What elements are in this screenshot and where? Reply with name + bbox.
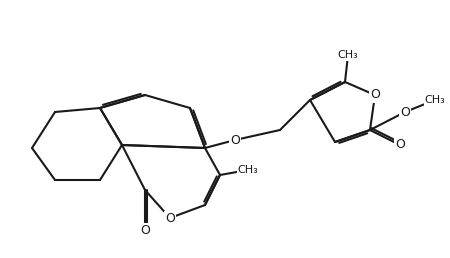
Text: CH₃: CH₃ [338, 50, 358, 60]
Text: O: O [400, 106, 410, 118]
Text: O: O [395, 139, 405, 151]
Text: O: O [140, 223, 150, 237]
Text: O: O [370, 88, 380, 101]
Text: CH₃: CH₃ [238, 165, 258, 175]
Text: O: O [230, 133, 240, 147]
Text: CH₃: CH₃ [425, 95, 446, 105]
Text: O: O [165, 212, 175, 224]
